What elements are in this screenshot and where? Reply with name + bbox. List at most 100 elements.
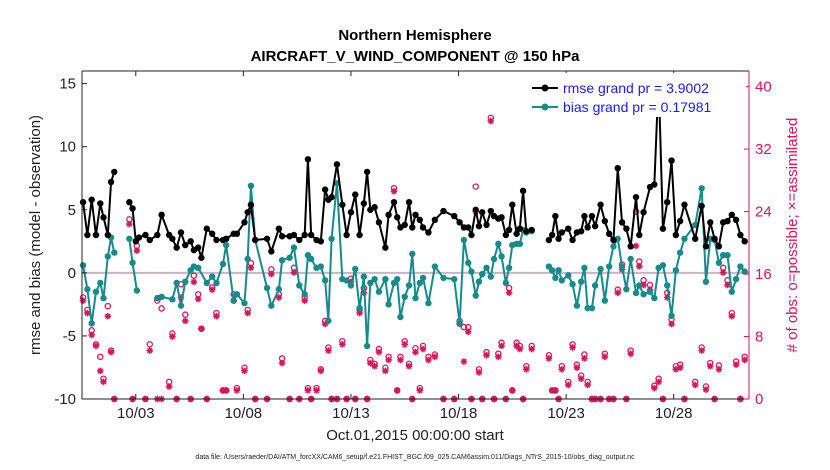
obs-assimilated-point	[393, 387, 401, 394]
bias-point	[618, 263, 626, 270]
obs-assimilated-point	[241, 367, 248, 375]
x-tick-label: 10/28	[655, 405, 693, 422]
bias-point	[286, 254, 293, 261]
obs-assimilated-stroke	[720, 269, 727, 276]
obs-assimilated-point	[728, 312, 736, 320]
obs-assimilated-stroke	[339, 341, 346, 348]
rmse-point	[409, 224, 416, 231]
bias-point	[440, 274, 447, 282]
obs-assimilated-point	[460, 358, 468, 365]
obs-assimilated-point	[222, 387, 230, 394]
obs-assimilated-point	[397, 356, 404, 364]
obs-assimilated-point	[523, 366, 530, 373]
obs-possible-point	[182, 311, 189, 318]
bias-point	[475, 278, 483, 285]
obs-assimilated-stroke	[84, 310, 91, 316]
obs-assimilated-stroke	[692, 382, 699, 388]
rmse-point	[523, 228, 530, 235]
y-axis-label: rmse and bias (model - observation)	[27, 115, 44, 355]
rmse-point	[142, 231, 149, 239]
bias-point	[394, 275, 401, 283]
rmse-point	[610, 236, 617, 244]
rmse-point	[187, 238, 194, 245]
rmse-point	[672, 231, 680, 239]
legend-rmse-text: rmse grand pr = 3.9002	[563, 80, 709, 96]
rmse-point	[715, 243, 723, 250]
bias-point	[425, 299, 432, 307]
obs-assimilated-stroke	[166, 383, 172, 390]
obs-assimilated-point	[244, 309, 251, 317]
y-tick-label: 15	[59, 76, 76, 93]
rmse-point	[129, 205, 136, 212]
chart-subtitle: AIRCRAFT_V_WIND_COMPONENT @ 150 hPa	[251, 48, 581, 65]
rmse-point	[627, 243, 634, 250]
obs-assimilated-point	[165, 383, 173, 390]
bias-point	[97, 279, 104, 287]
rmse-point	[301, 231, 308, 239]
obs-assimilated-stroke	[305, 387, 311, 394]
bias-point	[552, 274, 559, 282]
rmse-point	[659, 225, 667, 232]
obs-assimilated-stroke	[584, 382, 591, 388]
bias-point	[343, 277, 350, 284]
x-tick-label: 10/08	[225, 405, 263, 422]
bias-point	[451, 275, 458, 283]
legend-bias-text: bias grand pr = 0.17981	[563, 99, 711, 115]
bias-point	[472, 292, 479, 299]
bias-point	[241, 299, 248, 307]
rmse-point	[711, 235, 718, 242]
bias-point	[194, 264, 202, 271]
obs-assimilated-stroke	[108, 349, 114, 355]
obs-assimilated-stroke	[668, 321, 675, 327]
obs-assimilated-point	[516, 345, 524, 353]
bias-point	[325, 317, 332, 324]
obs-assimilated-point	[464, 328, 472, 336]
bias-point	[409, 250, 416, 258]
bias-point	[659, 262, 667, 269]
obs-assimilated-point	[416, 387, 424, 394]
bias-point	[724, 251, 731, 259]
obs-assimilated-point	[405, 362, 413, 370]
obs-assimilated-point	[487, 117, 495, 125]
rmse-point	[558, 229, 566, 236]
obs-assimilated-point	[208, 286, 216, 293]
obs-assimilated-point	[741, 356, 748, 364]
bias-point	[307, 255, 315, 263]
rmse-point	[728, 211, 735, 219]
rmse-point	[640, 209, 647, 216]
rmse-point	[208, 230, 216, 237]
rmse-point	[724, 217, 731, 225]
obs-assimilated-point	[339, 341, 346, 348]
obs-assimilated-point	[635, 262, 643, 270]
obs-assimilated-point	[698, 347, 705, 354]
bias-point	[465, 259, 472, 266]
obs-assimilated-point	[545, 355, 553, 362]
bias-point	[371, 275, 378, 283]
bias-point	[419, 274, 427, 282]
bias-point	[412, 294, 419, 302]
rmse-point	[664, 199, 671, 206]
bias-point	[698, 185, 705, 192]
obs-assimilated-point	[498, 342, 505, 350]
obs-assimilated-stroke	[325, 347, 332, 354]
obs-assimilated-point	[483, 351, 490, 359]
obs-assimilated-point	[367, 359, 374, 367]
obs-assimilated-point	[169, 333, 176, 340]
rmse-point	[244, 209, 251, 216]
obs-assimilated-stroke	[724, 282, 731, 288]
bias-point	[182, 278, 189, 285]
bias-point	[208, 273, 216, 280]
obs-assimilated-stroke	[741, 357, 748, 363]
rmse-point	[107, 178, 115, 186]
obs-assimilated-point	[584, 381, 591, 389]
bias-point	[360, 273, 368, 280]
obs-possible-point	[472, 183, 479, 190]
obs-possible-point	[190, 272, 198, 279]
data-file-footer: data file: /Users/raeder/DAI/ATM_forcXX/…	[195, 454, 635, 461]
obs-assimilated-stroke	[416, 387, 423, 394]
rmse-point	[352, 191, 359, 198]
bias-point	[397, 313, 404, 321]
rmse-point	[382, 244, 389, 251]
y2-tick-label: 32	[755, 141, 772, 158]
obs-assimilated-point	[100, 378, 107, 386]
